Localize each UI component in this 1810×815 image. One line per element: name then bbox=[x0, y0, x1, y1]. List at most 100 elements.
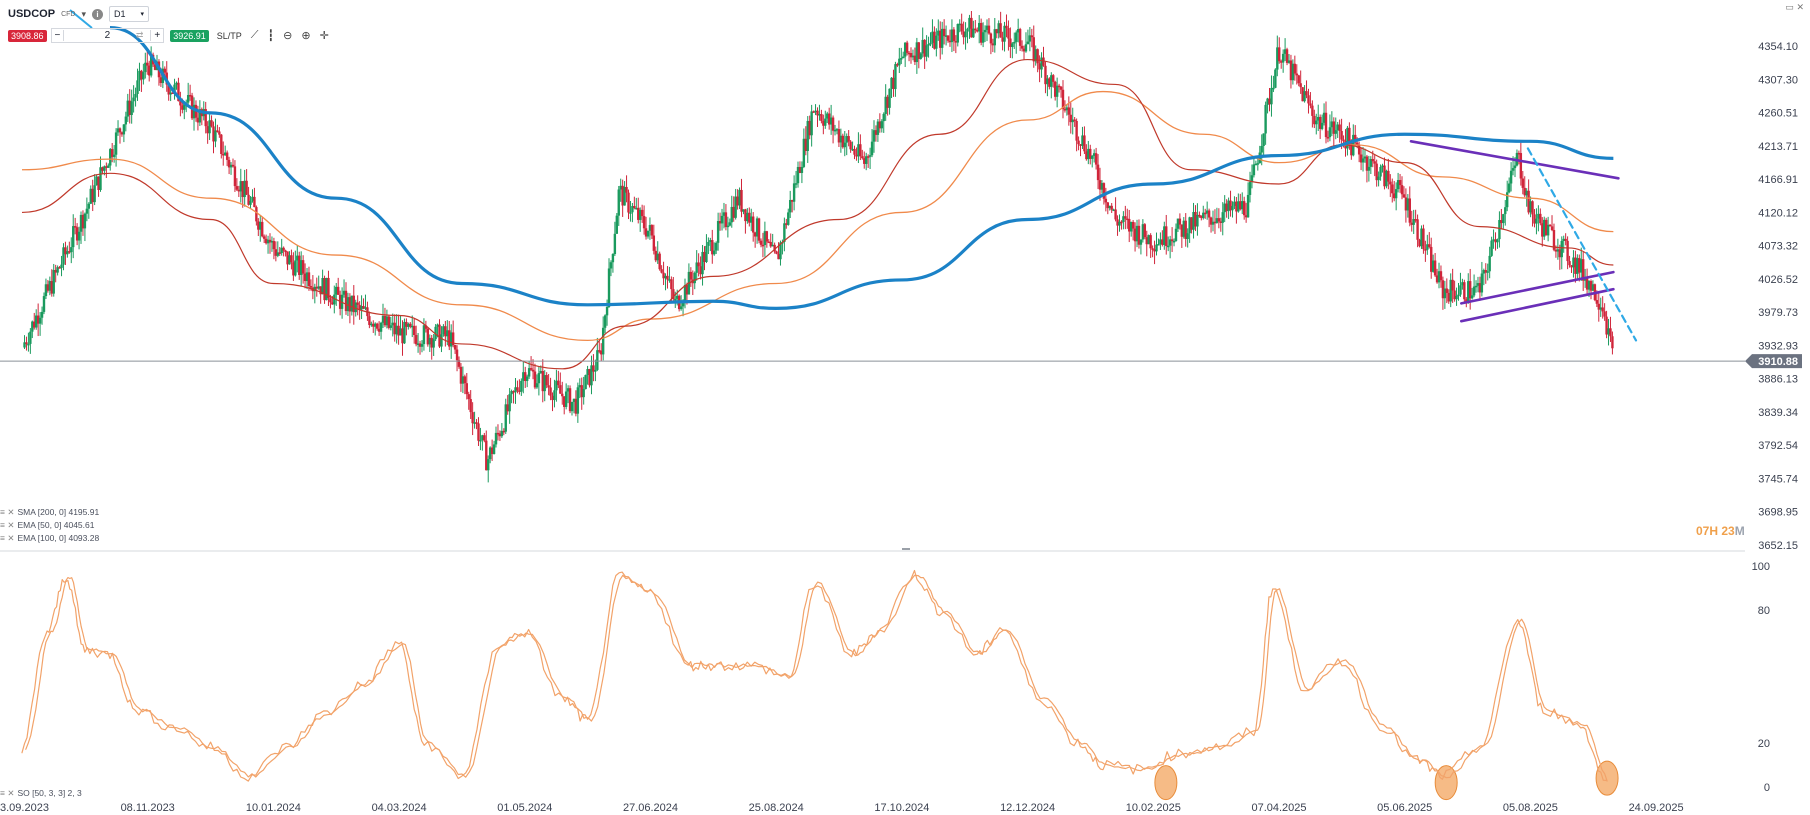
close-icon[interactable]: ✕ bbox=[1796, 2, 1804, 12]
bearish-candle bbox=[372, 323, 375, 327]
price-tick-label: 4354.10 bbox=[1758, 41, 1798, 53]
zoom-out-icon[interactable]: ⊖ bbox=[283, 30, 293, 42]
bearish-candle bbox=[387, 316, 391, 328]
bullish-candle bbox=[492, 444, 496, 454]
time-tick-label: 10.01.2024 bbox=[246, 802, 301, 814]
bullish-candle bbox=[229, 164, 233, 168]
bullish-candle bbox=[1147, 235, 1150, 245]
bearish-candle bbox=[1548, 224, 1552, 227]
bearish-candle bbox=[323, 278, 326, 301]
legend-stochastic[interactable]: ≡ ✕ SO [50, 3, 3] 2, 3 bbox=[0, 788, 82, 799]
bullish-candle bbox=[186, 94, 190, 103]
bearish-candle bbox=[837, 129, 841, 143]
bullish-candle bbox=[1406, 198, 1410, 211]
bearish-candle bbox=[633, 206, 636, 208]
drawings-layer[interactable] bbox=[69, 9, 1638, 342]
decrease-button[interactable]: − bbox=[54, 30, 61, 41]
bearish-candle bbox=[1073, 119, 1076, 122]
bullish-candle bbox=[1026, 41, 1030, 45]
buy-price-button[interactable]: 3926.91 bbox=[170, 29, 209, 42]
bullish-candle bbox=[771, 244, 774, 247]
bullish-candle bbox=[1591, 284, 1595, 291]
price-tick-label: 3792.54 bbox=[1758, 440, 1798, 452]
bullish-candle bbox=[578, 385, 581, 388]
bearish-candle bbox=[1116, 219, 1119, 226]
bullish-candle bbox=[638, 209, 642, 220]
bullish-candle bbox=[107, 165, 110, 168]
bearish-candle bbox=[54, 269, 57, 273]
bullish-candle bbox=[440, 334, 443, 347]
bearish-candle bbox=[1151, 248, 1154, 250]
bearish-candle bbox=[253, 196, 256, 208]
swap-icon[interactable]: ⇄ bbox=[135, 30, 144, 40]
bullish-candle bbox=[89, 188, 92, 204]
bullish-candle bbox=[888, 88, 891, 108]
quantity-value[interactable]: 2 bbox=[104, 30, 111, 41]
price-tick-label: 3979.73 bbox=[1758, 307, 1798, 319]
bearish-candle bbox=[952, 29, 956, 42]
legend-handle-icon[interactable]: ≡ ✕ bbox=[0, 788, 15, 798]
bullish-candle bbox=[294, 260, 297, 276]
window-controls[interactable]: ▭ ✕ bbox=[1785, 2, 1804, 13]
bearish-candle bbox=[418, 343, 422, 347]
price-tick-label: 3698.95 bbox=[1758, 507, 1798, 519]
bearish-candle bbox=[1190, 217, 1193, 230]
bearish-candle bbox=[765, 231, 769, 242]
bearish-candle bbox=[827, 113, 831, 125]
candles-icon[interactable]: ┇ bbox=[267, 30, 275, 42]
quantity-stepper[interactable]: − 2 ⇄ + bbox=[50, 28, 165, 43]
symbol-dropdown-icon[interactable]: ▾ bbox=[81, 8, 86, 19]
legend-handle-icon[interactable]: ≡ ✕ bbox=[0, 533, 15, 543]
timeframe-select[interactable]: D1 ▾ bbox=[108, 6, 149, 22]
bearish-candle bbox=[128, 100, 131, 116]
zoom-in-icon[interactable]: ⊕ bbox=[301, 30, 311, 42]
bullish-candle bbox=[350, 295, 354, 312]
bullish-candle bbox=[728, 222, 732, 226]
bearish-candle bbox=[732, 206, 735, 218]
legend-ema50[interactable]: ≡ ✕ EMA [50, 0] 4045.61 bbox=[0, 520, 94, 531]
bullish-candle bbox=[56, 267, 59, 273]
bullish-candle bbox=[280, 247, 283, 254]
legend-ema100[interactable]: ≡ ✕ EMA [100, 0] 4093.28 bbox=[0, 533, 99, 544]
bullish-candle bbox=[701, 251, 704, 275]
bearish-candle bbox=[1554, 249, 1558, 252]
increase-button[interactable]: + bbox=[154, 30, 161, 41]
bearish-candle bbox=[1009, 38, 1012, 47]
bearish-candle bbox=[549, 387, 552, 396]
bearish-candle bbox=[1219, 221, 1223, 223]
bearish-candle bbox=[1597, 303, 1600, 310]
bearish-candle bbox=[1048, 78, 1051, 87]
bullish-candle bbox=[1011, 43, 1014, 47]
bearish-candle bbox=[264, 238, 268, 244]
bearish-candle bbox=[703, 251, 706, 262]
bullish-candle bbox=[1513, 165, 1517, 169]
sell-price-button[interactable]: 3908.86 bbox=[8, 29, 47, 42]
time-tick-label: 10.02.2025 bbox=[1126, 802, 1181, 814]
info-icon[interactable]: i bbox=[91, 8, 103, 20]
bullish-candle bbox=[481, 435, 484, 440]
bearish-candle bbox=[785, 223, 788, 225]
bearish-candle bbox=[1124, 216, 1127, 219]
legend-handle-icon[interactable]: ≡ ✕ bbox=[0, 520, 15, 530]
symbol-name[interactable]: USDCOP bbox=[8, 8, 56, 20]
bullish-candle bbox=[1262, 133, 1265, 147]
crosshair-icon[interactable]: ✛ bbox=[319, 30, 329, 42]
bullish-candle bbox=[713, 250, 716, 255]
line-chart-icon[interactable]: ⟋ bbox=[250, 29, 259, 41]
bearish-candle bbox=[812, 111, 815, 113]
sltp-button[interactable]: SL/TP bbox=[216, 30, 242, 41]
bearish-candle bbox=[1428, 244, 1431, 247]
bullish-candle bbox=[136, 80, 139, 94]
legend-handle-icon[interactable]: ≡ ✕ bbox=[0, 507, 15, 517]
bearish-candle bbox=[1484, 270, 1487, 273]
bearish-candle bbox=[1568, 261, 1571, 266]
legend-sma200[interactable]: ≡ ✕ SMA [200, 0] 4195.91 bbox=[0, 507, 99, 518]
bearish-candle bbox=[979, 22, 983, 43]
bearish-candle bbox=[148, 65, 151, 76]
bearish-candle bbox=[512, 391, 515, 393]
bullish-candle bbox=[1157, 244, 1160, 246]
bullish-candle bbox=[1270, 87, 1273, 105]
bearish-candle bbox=[841, 135, 845, 148]
maximize-icon[interactable]: ▭ bbox=[1785, 2, 1794, 12]
